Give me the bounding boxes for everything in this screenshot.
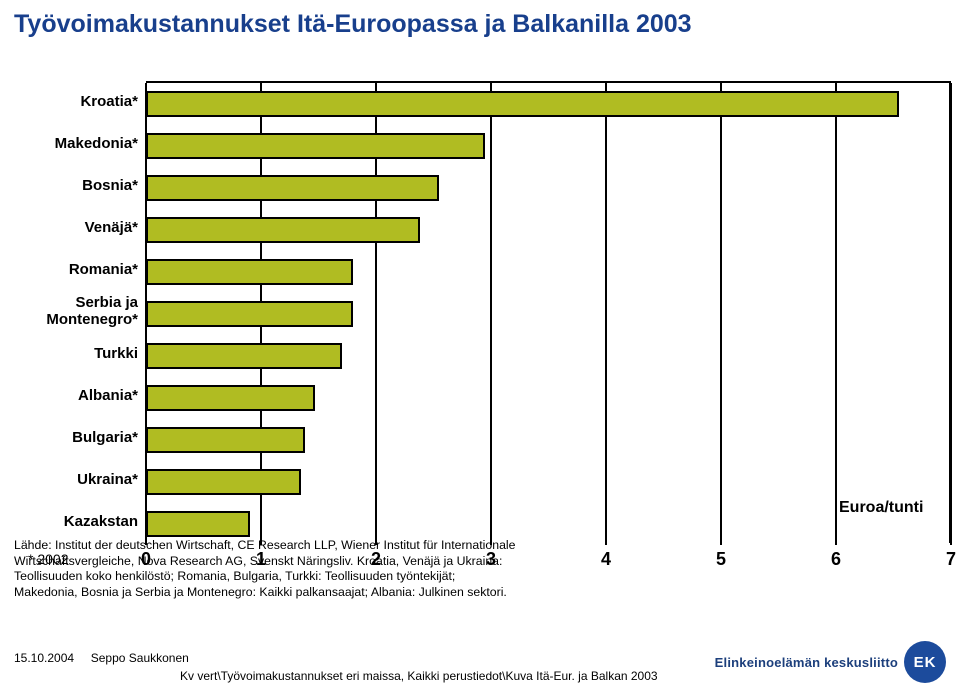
unit-label: Euroa/tunti	[839, 499, 923, 517]
grid-line	[605, 83, 607, 545]
logo-badge-icon: EK	[904, 641, 946, 683]
category-label: Venäjä*	[14, 219, 138, 236]
bar	[146, 385, 315, 411]
ek-logo: Elinkeinoelämän keskusliitto EK	[715, 641, 946, 683]
grid-line	[720, 83, 722, 545]
chart-title: Työvoimakustannukset Itä-Euroopassa ja B…	[14, 10, 946, 39]
category-label: Bulgaria*	[14, 429, 138, 446]
note-line: Wirtschaftsvergleiche, Nova Research AG,…	[14, 554, 515, 570]
bar	[146, 469, 301, 495]
bar	[146, 217, 420, 243]
note-line: Teollisuuden koko henkilöstö; Romania, B…	[14, 569, 515, 585]
bar	[146, 175, 439, 201]
footer-author: Seppo Saukkonen	[91, 651, 189, 665]
category-label: Makedonia*	[14, 135, 138, 152]
footer-path: Kv vert\Työvoimakustannukset eri maissa,…	[180, 669, 658, 683]
x-tick-label: 5	[701, 549, 741, 570]
category-label: Albania*	[14, 387, 138, 404]
footer-meta: 15.10.2004 Seppo Saukkonen	[14, 651, 189, 665]
note-line: Lähde: Institut der deutschen Wirtschaft…	[14, 538, 515, 554]
grid-line	[490, 83, 492, 545]
category-label: Serbia jaMontenegro*	[14, 294, 138, 328]
plot-area	[146, 81, 951, 543]
bar	[146, 91, 899, 117]
x-tick-label: 4	[586, 549, 626, 570]
category-label: Bosnia*	[14, 177, 138, 194]
slide: Työvoimakustannukset Itä-Euroopassa ja B…	[0, 0, 960, 691]
category-label: Romania*	[14, 261, 138, 278]
x-tick-label: 6	[816, 549, 856, 570]
grid-line	[835, 83, 837, 545]
category-label: Kroatia*	[14, 93, 138, 110]
bar	[146, 427, 305, 453]
x-tick-label: 7	[931, 549, 960, 570]
footer-date: 15.10.2004	[14, 651, 74, 665]
bar	[146, 301, 353, 327]
note-line: Makedonia, Bosnia ja Serbia ja Montenegr…	[14, 585, 515, 601]
category-label: Kazakstan	[14, 513, 138, 530]
bar	[146, 343, 342, 369]
category-label: Turkki	[14, 345, 138, 362]
bar	[146, 511, 250, 537]
bar	[146, 259, 353, 285]
source-notes: Lähde: Institut der deutschen Wirtschaft…	[14, 538, 515, 601]
category-label: Ukraina*	[14, 471, 138, 488]
logo-text: Elinkeinoelämän keskusliitto	[715, 655, 898, 670]
grid-line	[950, 83, 952, 545]
bar	[146, 133, 485, 159]
